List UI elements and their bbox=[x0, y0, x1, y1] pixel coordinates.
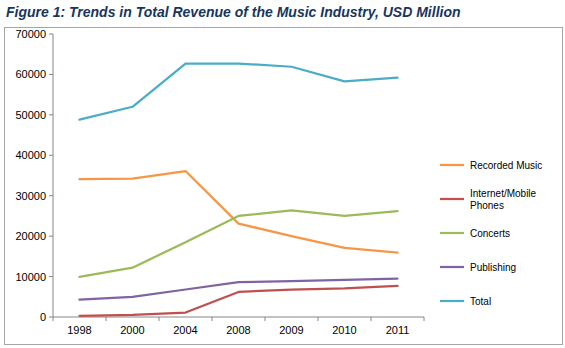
x-tick bbox=[53, 317, 54, 321]
y-tick bbox=[49, 114, 53, 115]
x-tick-label: 2008 bbox=[226, 324, 250, 336]
series-line bbox=[80, 64, 398, 120]
x-tick-label: 2011 bbox=[386, 324, 410, 336]
y-tick-label: 60000 bbox=[15, 68, 46, 80]
legend-swatch bbox=[440, 198, 464, 200]
y-tick-label: 70000 bbox=[15, 28, 46, 40]
series-line bbox=[80, 279, 398, 300]
y-tick bbox=[49, 74, 53, 75]
x-tick bbox=[212, 317, 213, 321]
y-tick bbox=[49, 155, 53, 156]
x-tick bbox=[371, 317, 372, 321]
x-tick-label: 2009 bbox=[279, 324, 303, 336]
plot-lines bbox=[80, 64, 398, 316]
y-tick-label: 30000 bbox=[15, 190, 46, 202]
y-tick bbox=[49, 34, 53, 35]
x-tick bbox=[159, 317, 160, 321]
legend-label: Total bbox=[470, 296, 491, 307]
legend-swatch bbox=[440, 266, 464, 268]
y-tick bbox=[49, 317, 53, 318]
chart-frame bbox=[5, 28, 563, 345]
legend-swatch bbox=[440, 164, 464, 166]
x-axis bbox=[53, 317, 424, 318]
x-tick-label: 2004 bbox=[173, 324, 197, 336]
x-tick bbox=[106, 317, 107, 321]
x-tick-label: 1998 bbox=[67, 324, 91, 336]
legend-label-line: Internet/Mobile bbox=[470, 188, 537, 199]
x-tick-label: 2000 bbox=[120, 324, 144, 336]
legend-label: Recorded Music bbox=[470, 160, 542, 171]
series-line bbox=[80, 210, 398, 277]
x-tick-label: 2010 bbox=[332, 324, 356, 336]
legend-label-line: Phones bbox=[470, 200, 504, 211]
y-tick-label: 50000 bbox=[15, 109, 46, 121]
series-line bbox=[80, 171, 398, 253]
y-tick-label: 20000 bbox=[15, 230, 46, 242]
y-tick bbox=[49, 276, 53, 277]
y-tick-label: 40000 bbox=[15, 149, 46, 161]
x-tick bbox=[318, 317, 319, 321]
y-tick bbox=[49, 236, 53, 237]
legend-label: Publishing bbox=[470, 262, 516, 273]
y-tick-label: 0 bbox=[40, 311, 46, 323]
x-tick bbox=[424, 317, 425, 321]
y-axis bbox=[53, 34, 54, 317]
series-line bbox=[80, 286, 398, 316]
title: Figure 1: Trends in Total Revenue of the… bbox=[6, 4, 461, 20]
legend-swatch bbox=[440, 300, 464, 302]
legend-swatch bbox=[440, 232, 464, 234]
legend-label: Internet/MobilePhones bbox=[470, 188, 537, 211]
y-tick-label: 10000 bbox=[15, 271, 46, 283]
x-tick bbox=[265, 317, 266, 321]
chart: Figure 1: Trends in Total Revenue of the… bbox=[0, 0, 565, 348]
legend-label: Concerts bbox=[470, 228, 510, 239]
y-tick bbox=[49, 195, 53, 196]
